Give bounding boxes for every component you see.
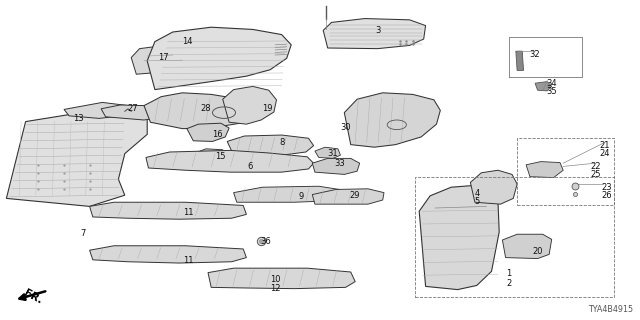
Text: TYA4B4915: TYA4B4915 <box>588 305 634 314</box>
Polygon shape <box>144 93 253 129</box>
Text: 22: 22 <box>590 162 600 171</box>
Text: 24: 24 <box>600 149 610 158</box>
Text: 23: 23 <box>602 183 612 192</box>
Text: 15: 15 <box>216 152 226 161</box>
Text: 19: 19 <box>262 104 273 113</box>
Text: 30: 30 <box>340 124 351 132</box>
Text: 26: 26 <box>602 191 612 200</box>
Polygon shape <box>187 123 229 141</box>
Polygon shape <box>193 149 225 162</box>
Polygon shape <box>131 46 192 74</box>
Polygon shape <box>90 246 246 263</box>
Text: 35: 35 <box>547 87 557 96</box>
Polygon shape <box>344 93 440 147</box>
Polygon shape <box>315 147 340 158</box>
Text: 7: 7 <box>81 229 86 238</box>
Polygon shape <box>419 186 499 290</box>
Text: 11: 11 <box>184 256 194 265</box>
Polygon shape <box>312 158 360 174</box>
Polygon shape <box>323 19 426 49</box>
Text: FR.: FR. <box>22 288 44 306</box>
Text: 4: 4 <box>474 189 479 198</box>
Text: 16: 16 <box>212 130 223 139</box>
Text: 33: 33 <box>334 159 344 168</box>
Text: 31: 31 <box>328 149 338 158</box>
Text: 2: 2 <box>506 279 511 288</box>
Polygon shape <box>147 27 291 90</box>
Polygon shape <box>6 106 147 206</box>
Text: 21: 21 <box>600 141 610 150</box>
Polygon shape <box>312 189 384 204</box>
Text: 36: 36 <box>260 237 271 246</box>
Text: 8: 8 <box>279 138 284 147</box>
Polygon shape <box>208 268 355 289</box>
Text: 12: 12 <box>270 284 280 293</box>
Text: 20: 20 <box>532 247 543 256</box>
Text: 34: 34 <box>547 79 557 88</box>
Text: 1: 1 <box>506 269 511 278</box>
Polygon shape <box>516 51 524 70</box>
Text: 13: 13 <box>74 114 84 123</box>
Polygon shape <box>146 150 314 172</box>
Text: 5: 5 <box>474 197 479 206</box>
Polygon shape <box>535 82 552 91</box>
Polygon shape <box>470 170 517 204</box>
Polygon shape <box>90 202 246 219</box>
Text: 28: 28 <box>201 104 211 113</box>
Text: 25: 25 <box>590 170 600 179</box>
Text: 32: 32 <box>529 50 540 59</box>
Polygon shape <box>223 86 276 124</box>
Polygon shape <box>526 162 563 178</box>
Text: 10: 10 <box>270 276 280 284</box>
Polygon shape <box>234 186 340 202</box>
Polygon shape <box>502 234 552 259</box>
Text: 3: 3 <box>375 26 380 35</box>
Polygon shape <box>227 135 314 155</box>
Text: 17: 17 <box>158 53 168 62</box>
Text: 27: 27 <box>128 104 138 113</box>
Text: 29: 29 <box>349 191 360 200</box>
Polygon shape <box>101 105 163 120</box>
Text: 9: 9 <box>298 192 303 201</box>
Text: 6: 6 <box>247 162 252 171</box>
Polygon shape <box>64 102 141 118</box>
Text: 14: 14 <box>182 37 192 46</box>
Text: 11: 11 <box>184 208 194 217</box>
